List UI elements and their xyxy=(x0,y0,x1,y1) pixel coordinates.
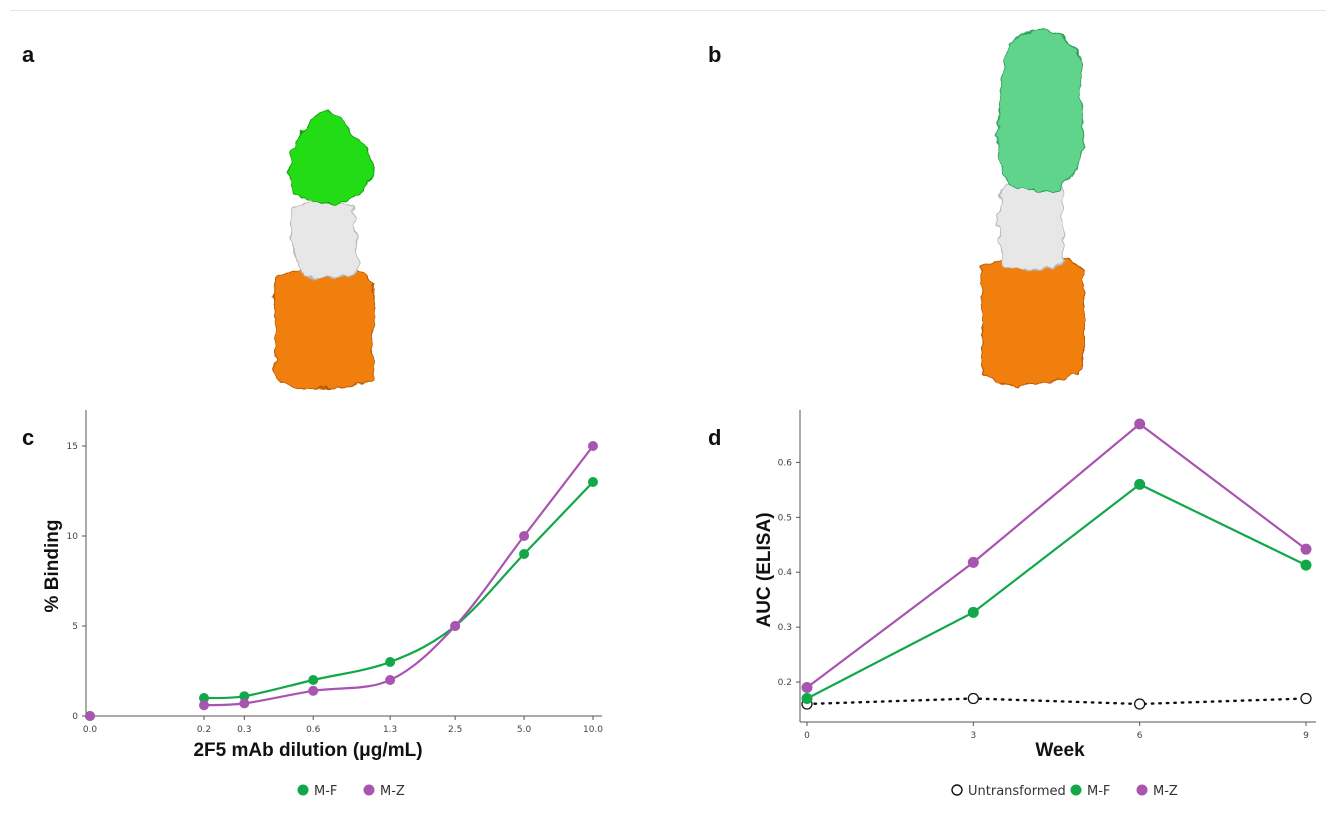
legend-marker-M-Z xyxy=(1136,784,1148,796)
x-axis-label: 2F5 mAb dilution (μg/mL) xyxy=(193,740,422,761)
data-point-M-Z xyxy=(308,685,319,696)
legend-label-M-Z: M-Z xyxy=(1153,784,1178,799)
panel-label-c: c xyxy=(22,425,35,450)
data-point-M-F xyxy=(199,693,209,703)
x-tick-label: 2.5 xyxy=(448,725,462,735)
series-line-Untransformed xyxy=(805,697,1308,706)
y-tick-label: 0 xyxy=(72,712,78,722)
y-tick-label: 15 xyxy=(67,442,78,452)
x-tick-label: 1.3 xyxy=(383,725,397,735)
x-tick-label: 6 xyxy=(1137,731,1143,741)
y-tick-label: 0.3 xyxy=(778,623,792,633)
x-tick-label: 0.0 xyxy=(83,725,98,735)
x-tick-label: 0 xyxy=(804,731,810,741)
legend-marker-Untransformed xyxy=(951,784,963,796)
data-point-M-F xyxy=(588,477,598,487)
data-point-M-F xyxy=(1134,478,1146,490)
data-point-M-Z xyxy=(239,698,250,709)
data-point-M-Z xyxy=(1134,418,1146,430)
data-point-Untransformed xyxy=(1300,692,1312,705)
x-tick-label: 0.3 xyxy=(237,725,251,735)
data-point-M-F xyxy=(385,657,396,667)
structure-b xyxy=(979,30,1085,387)
legend-label-M-F: M-F xyxy=(314,784,337,799)
data-point-M-F xyxy=(239,691,250,702)
series-line-M-F xyxy=(806,483,1307,700)
legend-marker-M-Z xyxy=(363,784,375,796)
data-point-M-F xyxy=(801,693,813,705)
x-tick-label: 10.0 xyxy=(583,725,603,735)
green-domain-icon xyxy=(288,111,373,204)
data-point-M-Z xyxy=(385,675,396,685)
y-tick-label: 10 xyxy=(67,532,79,542)
data-point-M-Z xyxy=(967,556,979,568)
legend-marker-M-F xyxy=(1070,784,1082,796)
legend-label-M-F: M-F xyxy=(1087,784,1110,799)
x-tick-label: 0.2 xyxy=(197,725,211,735)
data-point-M-F xyxy=(1300,559,1312,571)
x-axis-label: Week xyxy=(1035,740,1085,761)
white-domain-icon xyxy=(289,200,359,279)
data-point-M-Z xyxy=(1300,543,1312,555)
legend-marker-M-F xyxy=(297,784,309,796)
x-tick-label: 5.0 xyxy=(517,725,532,735)
top-divider xyxy=(10,10,1326,11)
data-point-M-Z xyxy=(85,711,95,721)
data-point-M-Z xyxy=(519,531,530,541)
legend-label-M-Z: M-Z xyxy=(380,784,405,799)
y-tick-label: 0.5 xyxy=(778,513,792,523)
y-tick-label: 0.4 xyxy=(778,568,793,578)
panel-label-b: b xyxy=(708,42,722,67)
data-point-M-Z xyxy=(199,700,209,711)
y-tick-label: 0.6 xyxy=(778,458,793,468)
structure-a xyxy=(273,111,375,390)
x-tick-label: 0.6 xyxy=(306,725,321,735)
legend-label-Untransformed: Untransformed xyxy=(968,784,1066,799)
light-green-domain-icon xyxy=(997,30,1085,191)
data-point-Untransformed xyxy=(1134,698,1146,710)
data-point-Untransformed xyxy=(967,692,979,705)
series-line-M-Z xyxy=(806,422,1307,689)
data-point-M-Z xyxy=(588,441,598,451)
data-point-M-F xyxy=(308,675,319,685)
data-point-M-F xyxy=(967,606,979,618)
y-axis-label: AUC (ELISA) xyxy=(754,512,775,627)
x-tick-label: 9 xyxy=(1303,731,1309,741)
panel-label-a: a xyxy=(22,42,35,67)
data-point-M-F xyxy=(519,549,530,559)
y-tick-label: 0.2 xyxy=(778,678,792,688)
data-point-M-Z xyxy=(801,682,813,694)
y-axis-label: % Binding xyxy=(42,520,63,613)
y-tick-label: 5 xyxy=(72,622,78,632)
x-tick-label: 3 xyxy=(970,731,976,741)
panel-label-d: d xyxy=(708,425,722,450)
data-point-M-Z xyxy=(450,621,461,631)
